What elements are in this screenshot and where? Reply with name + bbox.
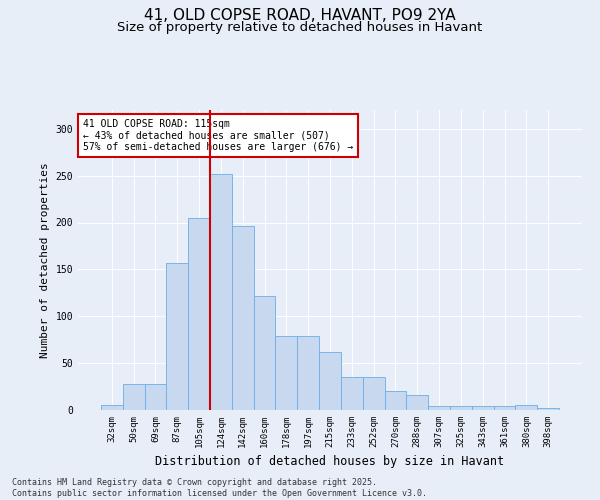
Text: Contains HM Land Registry data © Crown copyright and database right 2025.
Contai: Contains HM Land Registry data © Crown c… xyxy=(12,478,427,498)
Bar xyxy=(450,406,472,410)
Bar xyxy=(363,377,385,410)
Text: Size of property relative to detached houses in Havant: Size of property relative to detached ho… xyxy=(118,21,482,34)
Bar xyxy=(472,406,494,410)
Bar xyxy=(494,406,515,410)
Bar xyxy=(275,336,297,410)
Bar xyxy=(101,406,123,410)
Bar xyxy=(166,263,188,410)
Bar xyxy=(210,174,232,410)
Bar xyxy=(515,406,537,410)
Bar xyxy=(123,384,145,410)
Bar xyxy=(385,391,406,410)
Bar xyxy=(254,296,275,410)
Y-axis label: Number of detached properties: Number of detached properties xyxy=(40,162,50,358)
Bar xyxy=(537,408,559,410)
Bar xyxy=(232,226,254,410)
Text: 41 OLD COPSE ROAD: 115sqm
← 43% of detached houses are smaller (507)
57% of semi: 41 OLD COPSE ROAD: 115sqm ← 43% of detac… xyxy=(83,119,353,152)
Bar xyxy=(406,395,428,410)
Bar xyxy=(319,352,341,410)
Bar xyxy=(145,384,166,410)
Text: 41, OLD COPSE ROAD, HAVANT, PO9 2YA: 41, OLD COPSE ROAD, HAVANT, PO9 2YA xyxy=(144,8,456,22)
Bar xyxy=(297,336,319,410)
Bar xyxy=(341,377,363,410)
Bar xyxy=(428,406,450,410)
X-axis label: Distribution of detached houses by size in Havant: Distribution of detached houses by size … xyxy=(155,456,505,468)
Bar xyxy=(188,218,210,410)
